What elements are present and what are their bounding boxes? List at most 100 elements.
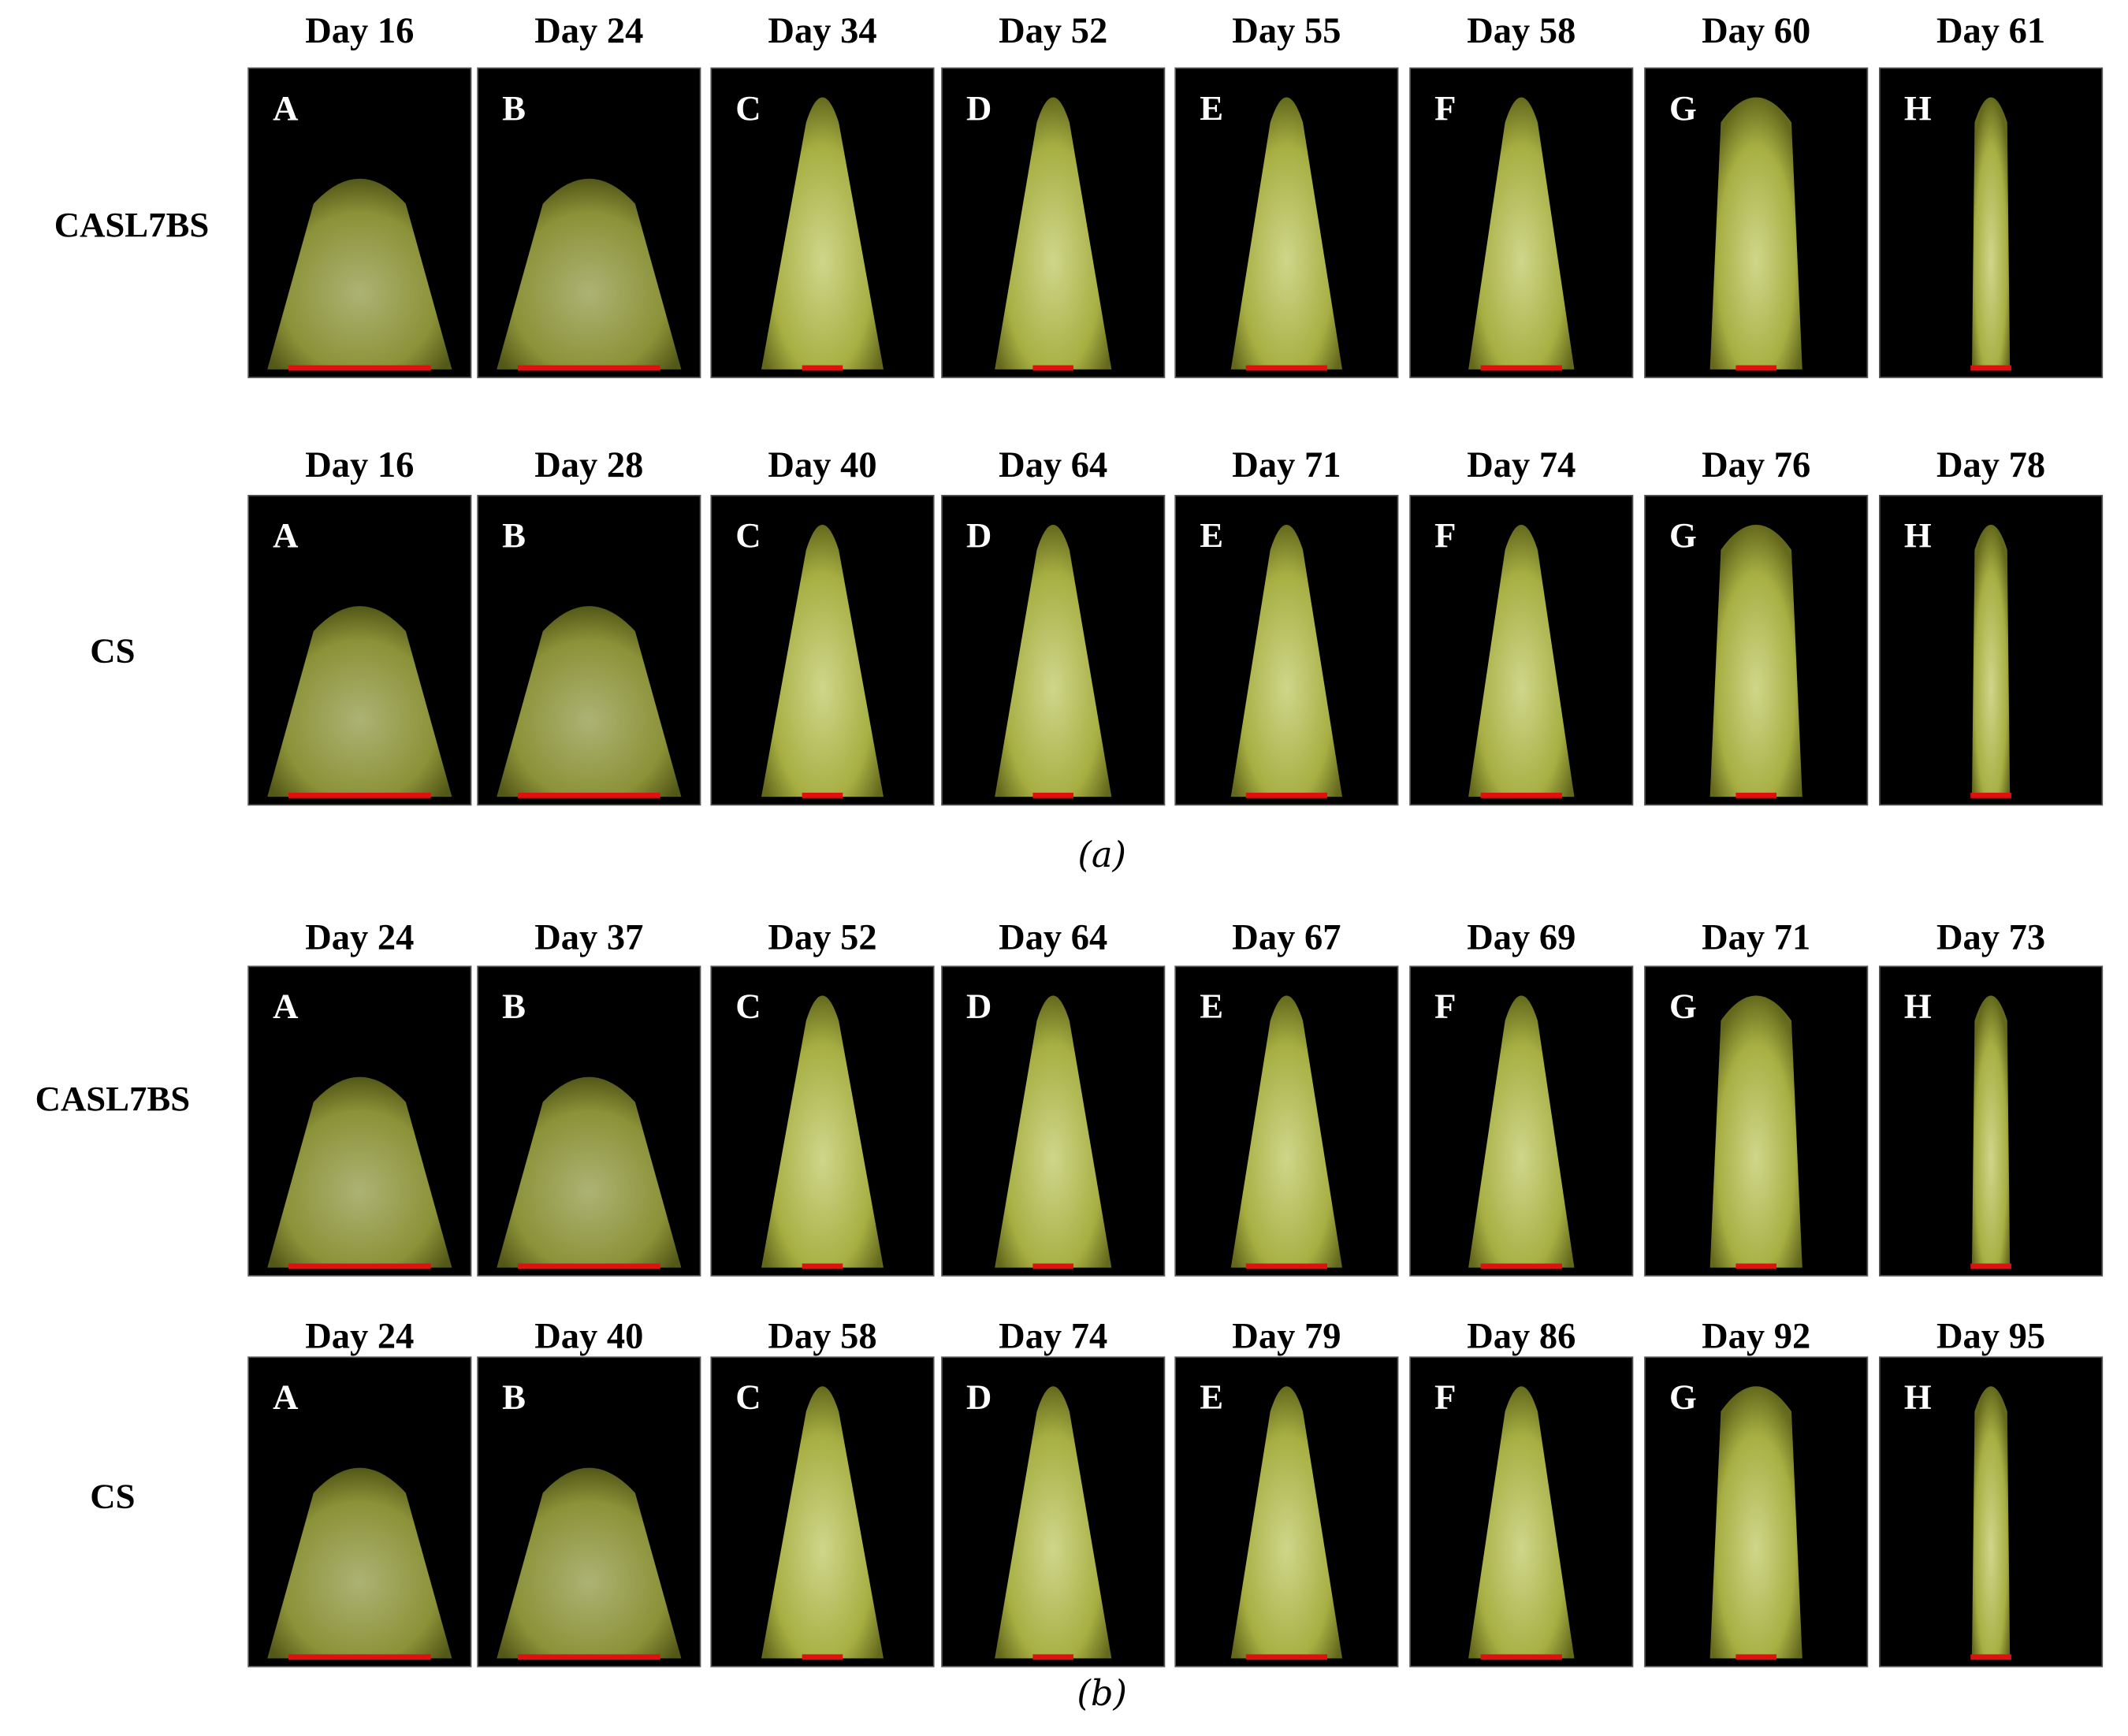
scale-bar bbox=[1970, 1654, 2011, 1660]
specimen bbox=[995, 995, 1112, 1268]
panel-letter: A bbox=[273, 1377, 298, 1417]
specimen bbox=[497, 178, 682, 370]
specimen bbox=[761, 97, 884, 370]
specimen bbox=[1709, 995, 1802, 1268]
specimen bbox=[1468, 995, 1575, 1268]
panel-letter: G bbox=[1669, 987, 1697, 1026]
caption: (a) bbox=[1077, 834, 1126, 875]
scale-bar bbox=[1970, 792, 2011, 798]
day-label: Day 64 bbox=[999, 445, 1107, 485]
day-label: Day 61 bbox=[1936, 11, 2045, 51]
specimen bbox=[1971, 524, 2011, 797]
specimen bbox=[1468, 1386, 1575, 1659]
panel-letter: F bbox=[1434, 88, 1456, 128]
specimen bbox=[1971, 1386, 2011, 1659]
day-label: Day 92 bbox=[1702, 1317, 1810, 1357]
day-label: Day 69 bbox=[1467, 917, 1576, 957]
day-label: Day 40 bbox=[768, 445, 876, 485]
day-label: Day 34 bbox=[768, 11, 876, 51]
panel-letter: D bbox=[966, 987, 991, 1026]
scale-bar bbox=[1480, 365, 1562, 371]
specimen bbox=[761, 524, 884, 797]
day-label: Day 24 bbox=[305, 917, 414, 957]
specimen bbox=[1230, 1386, 1342, 1659]
specimen bbox=[1971, 995, 2011, 1268]
panel-letter: H bbox=[1904, 88, 1932, 128]
panel-letter: B bbox=[502, 88, 526, 128]
scale-bar bbox=[288, 1654, 431, 1660]
scale-bar bbox=[1736, 792, 1777, 798]
row-label: CS bbox=[90, 1476, 135, 1515]
day-label: Day 74 bbox=[999, 1317, 1107, 1357]
day-label: Day 73 bbox=[1936, 917, 2045, 957]
day-label: Day 86 bbox=[1467, 1317, 1576, 1357]
scale-bar bbox=[288, 792, 431, 798]
day-label: Day 74 bbox=[1467, 445, 1576, 485]
panel-letter: B bbox=[502, 515, 526, 555]
caption: (b) bbox=[1077, 1672, 1127, 1714]
day-label: Day 67 bbox=[1232, 917, 1341, 957]
scale-bar bbox=[1970, 1263, 2011, 1269]
panel-letter: C bbox=[735, 515, 761, 555]
scale-bar bbox=[1736, 1263, 1777, 1269]
specimen bbox=[267, 606, 452, 797]
panel-letter: H bbox=[1904, 515, 1932, 555]
scale-bar bbox=[1245, 792, 1328, 798]
panel-letter: E bbox=[1200, 88, 1223, 128]
specimen bbox=[497, 1076, 682, 1268]
scale-bar bbox=[517, 792, 660, 798]
panel-letter: B bbox=[502, 987, 526, 1026]
day-label: Day 16 bbox=[305, 445, 414, 485]
panel-letter: D bbox=[966, 1377, 991, 1417]
day-label: Day 40 bbox=[534, 1317, 643, 1357]
scale-bar bbox=[1480, 792, 1562, 798]
panel-letter: A bbox=[273, 987, 298, 1026]
specimen bbox=[995, 1386, 1112, 1659]
panel-letter: E bbox=[1200, 987, 1223, 1026]
day-label: Day 58 bbox=[768, 1317, 876, 1357]
day-label: Day 24 bbox=[305, 1317, 414, 1357]
panel-letter: G bbox=[1669, 1377, 1697, 1417]
panel-letter: F bbox=[1434, 1377, 1456, 1417]
day-label: Day 55 bbox=[1232, 11, 1341, 51]
scale-bar bbox=[1245, 1263, 1328, 1269]
scale-bar bbox=[1032, 792, 1074, 798]
panel-letter: C bbox=[735, 1377, 761, 1417]
panel-letter: H bbox=[1904, 987, 1932, 1026]
panel-letter: A bbox=[273, 88, 298, 128]
specimen bbox=[1468, 97, 1575, 370]
row-label: CS bbox=[90, 631, 135, 671]
specimen bbox=[1230, 524, 1342, 797]
specimen bbox=[761, 995, 884, 1268]
day-label: Day 64 bbox=[999, 917, 1107, 957]
panel-letter: G bbox=[1669, 515, 1697, 555]
specimen bbox=[497, 606, 682, 797]
day-label: Day 71 bbox=[1702, 917, 1810, 957]
day-label: Day 95 bbox=[1936, 1317, 2045, 1357]
panel-letter: E bbox=[1200, 1377, 1223, 1417]
panel-letter: F bbox=[1434, 987, 1456, 1026]
day-label: Day 58 bbox=[1467, 11, 1576, 51]
day-label: Day 16 bbox=[305, 11, 414, 51]
panel-letter: C bbox=[735, 987, 761, 1026]
specimen bbox=[267, 1467, 452, 1659]
day-label: Day 71 bbox=[1232, 445, 1341, 485]
scale-bar bbox=[802, 792, 843, 798]
specimen bbox=[1468, 524, 1575, 797]
scale-bar bbox=[1736, 365, 1777, 371]
scale-bar bbox=[1480, 1654, 1562, 1660]
specimen bbox=[267, 1076, 452, 1268]
scale-bar bbox=[802, 365, 843, 371]
panel-letter: H bbox=[1904, 1377, 1932, 1417]
specimen bbox=[995, 524, 1112, 797]
scale-bar bbox=[802, 1263, 843, 1269]
specimen bbox=[1709, 1386, 1802, 1659]
specimen bbox=[1230, 97, 1342, 370]
scale-bar bbox=[1032, 365, 1074, 371]
specimen bbox=[995, 97, 1112, 370]
scale-bar bbox=[1480, 1263, 1562, 1269]
day-label: Day 76 bbox=[1702, 445, 1810, 485]
panel-letter: E bbox=[1200, 515, 1223, 555]
specimen bbox=[1971, 97, 2011, 370]
scale-bar bbox=[802, 1654, 843, 1660]
